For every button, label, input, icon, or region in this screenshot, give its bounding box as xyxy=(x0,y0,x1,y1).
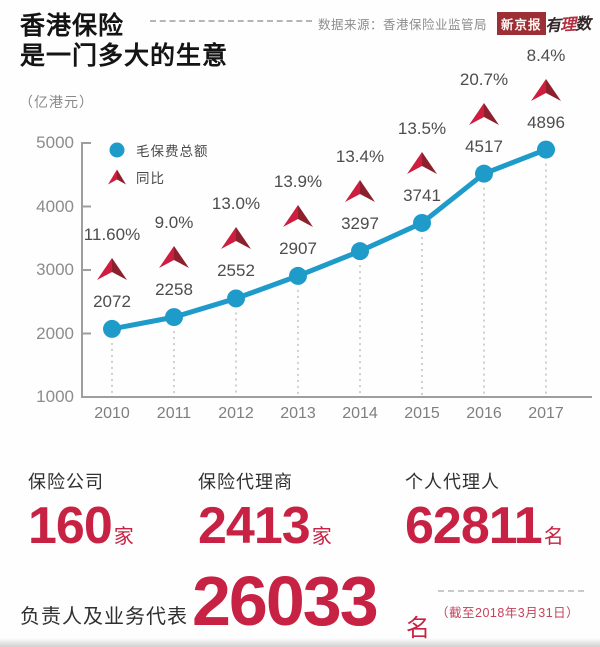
x-tick-label: 2017 xyxy=(528,405,564,422)
value-label: 2907 xyxy=(279,238,317,258)
y-tick-label: 1000 xyxy=(36,387,74,406)
x-tick-label: 2013 xyxy=(280,405,316,422)
legend-item-yoy: 同比 xyxy=(106,165,209,189)
growth-label: 8.4% xyxy=(526,45,566,65)
y-tick-label: 2000 xyxy=(36,323,74,343)
premium-line-chart xyxy=(81,140,592,398)
growth-triangle-icon xyxy=(468,102,500,131)
stat-insurance-agencies: 保险代理商 2413 家 xyxy=(198,468,332,552)
data-source-label: 数据来源：香港保险业监管局 xyxy=(318,18,488,32)
x-tick-label: 2012 xyxy=(218,405,254,422)
growth-label: 13.4% xyxy=(335,147,385,167)
x-tick-label: 2014 xyxy=(342,405,378,422)
bjnews-logo: 新京报 xyxy=(497,12,546,35)
value-label: 3741 xyxy=(403,185,441,205)
y-axis-unit-label: （亿港元） xyxy=(19,94,94,110)
x-tick-label: 2016 xyxy=(466,405,502,422)
stat-label: 保险公司 xyxy=(28,472,104,492)
growth-triangle-icon xyxy=(220,226,252,255)
page-title-line1: 香港保险 xyxy=(20,12,125,40)
stat-unit: 名 xyxy=(543,526,564,548)
data-point-dot xyxy=(227,289,245,308)
value-label: 3297 xyxy=(341,214,379,234)
as-of-date-note: （截至2018年3月31日） xyxy=(436,606,580,620)
legend-label: 毛保费总额 xyxy=(136,144,209,159)
stat-insurance-companies: 保险公司 160 家 xyxy=(28,468,134,552)
growth-triangle-icon xyxy=(344,179,376,208)
note-dashed-divider xyxy=(438,590,584,592)
growth-triangle-icon xyxy=(96,257,128,286)
x-tick-label: 2011 xyxy=(156,405,192,422)
y-tick-label: 4000 xyxy=(36,196,74,216)
growth-label: 13.5% xyxy=(397,118,447,138)
page-title-line2: 是一门多大的生意 xyxy=(20,42,229,70)
stat-individual-agents: 个人代理人 62811 名 xyxy=(405,468,564,552)
growth-label: 20.7% xyxy=(459,69,509,89)
data-point-dot xyxy=(289,266,307,285)
header-dashed-divider xyxy=(150,20,312,22)
growth-triangle-icon xyxy=(406,151,438,180)
stat-value: 26033 xyxy=(192,562,379,640)
stat-label: 负责人及业务代表 xyxy=(20,606,188,628)
data-point-dot xyxy=(537,140,555,159)
value-label: 4896 xyxy=(527,112,565,132)
growth-label: 13.0% xyxy=(211,194,261,214)
growth-label: 9.0% xyxy=(154,213,194,233)
x-tick-label: 2010 xyxy=(94,405,130,422)
growth-triangle-icon xyxy=(158,245,190,274)
stat-unit: 家 xyxy=(113,526,134,548)
value-label: 2258 xyxy=(155,280,193,300)
growth-triangle-icon xyxy=(282,204,314,233)
stat-label: 个人代理人 xyxy=(405,472,500,492)
stat-unit: 名 xyxy=(406,615,430,642)
value-label: 2552 xyxy=(217,261,255,281)
legend-item-premium: 毛保费总额 xyxy=(106,138,209,162)
data-point-dot xyxy=(165,308,183,327)
stat-unit: 家 xyxy=(311,526,332,548)
stat-value: 2413 xyxy=(198,497,311,555)
circle-marker-icon xyxy=(106,142,128,158)
stat-value: 160 xyxy=(28,497,113,555)
value-label: 4517 xyxy=(465,136,503,156)
growth-label: 13.9% xyxy=(273,171,323,191)
data-point-dot xyxy=(413,213,431,232)
growth-triangle-icon xyxy=(530,78,562,107)
chart-legend: 毛保费总额 同比 xyxy=(106,138,209,189)
data-point-dot xyxy=(103,319,121,338)
growth-label: 11.60% xyxy=(83,224,141,244)
data-point-dot xyxy=(351,242,369,261)
value-label: 2072 xyxy=(93,291,131,311)
stat-value: 62811 xyxy=(405,497,543,555)
triangle-marker-icon xyxy=(106,169,128,185)
premium-line xyxy=(109,147,549,332)
x-tick-label: 2015 xyxy=(404,405,440,422)
y-tick-label: 3000 xyxy=(36,260,74,279)
data-point-dot xyxy=(475,164,493,183)
legend-label: 同比 xyxy=(136,171,165,186)
y-tick-label: 5000 xyxy=(36,133,74,152)
stat-label: 保险代理商 xyxy=(198,472,293,492)
